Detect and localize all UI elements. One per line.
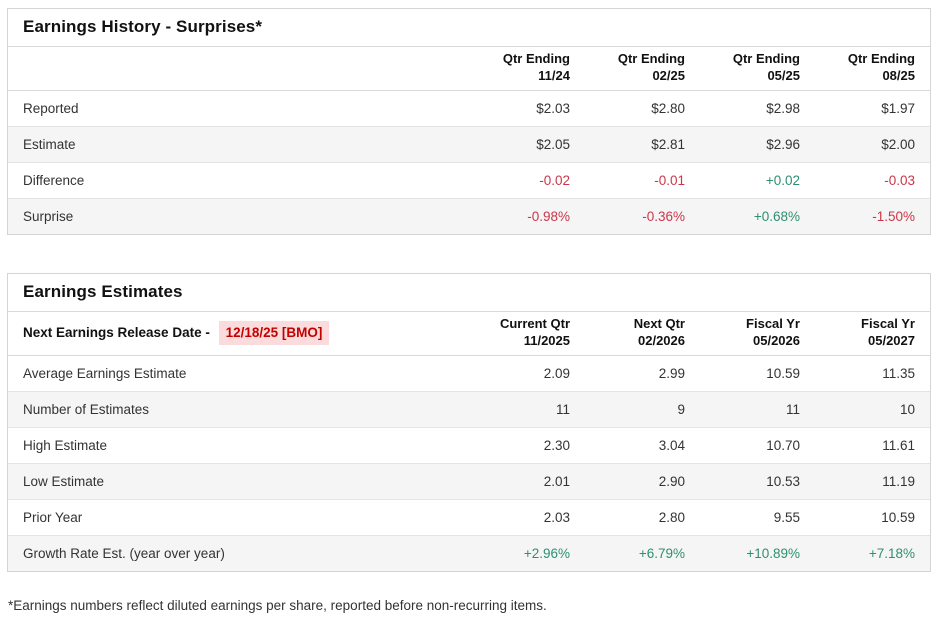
table-row-prior-year: Prior Year 2.03 2.80 9.55 10.59 [8,498,930,535]
value-cell: +6.79% [585,534,700,571]
value-cell: 10.53 [700,462,815,499]
value-cell: 11.35 [882,365,915,381]
footnote: *Earnings numbers reflect diluted earnin… [8,598,547,613]
earnings-estimates-title: Earnings Estimates [8,274,930,312]
value-cell: 9.55 [700,498,815,535]
value-cell: 9 [585,390,700,427]
value-cell: +0.68% [700,197,815,234]
value-cell: +7.18% [815,534,930,571]
value-cell: -0.01 [585,161,700,198]
table-row-number-of-estimates: Number of Estimates 11 9 11 10 [8,390,930,427]
value-cell: 2.99 [658,365,685,381]
value-cell: $2.05 [470,125,585,162]
column-header-line2: 02/2026 [638,333,685,349]
value-cell: $2.98 [766,100,800,116]
value-cell: 10.70 [700,426,815,463]
value-cell: 2.03 [470,498,585,535]
value-cell: $2.81 [585,125,700,162]
value-cell: -0.03 [815,161,930,198]
value-cell: -0.02 [470,161,585,198]
column-header-line2: 02/25 [652,68,685,84]
table-row-average-earnings-estimate: Average Earnings Estimate 2.09 2.99 10.5… [8,355,930,391]
empty-header-cell [8,47,470,91]
value-cell: 2.30 [470,426,585,463]
column-header-line1: Fiscal Yr [746,316,800,332]
column-header-qtr-0525: Qtr Ending 05/25 [700,47,815,91]
column-header-next-qtr: Next Qtr 02/2026 [585,312,700,356]
column-header-line1: Qtr Ending [732,51,800,67]
value-cell: 11.61 [815,426,930,463]
column-header-line1: Current Qtr [499,316,570,332]
row-label: Average Earnings Estimate [23,365,187,381]
row-label: Surprise [8,197,470,234]
value-cell: $1.97 [881,100,915,116]
value-cell: 2.90 [585,462,700,499]
row-label: High Estimate [8,426,470,463]
table-row-estimate: Estimate $2.05 $2.81 $2.96 $2.00 [8,125,930,162]
column-header-line1: Next Qtr [633,316,685,332]
table-row-high-estimate: High Estimate 2.30 3.04 10.70 11.61 [8,426,930,463]
table-row-low-estimate: Low Estimate 2.01 2.90 10.53 11.19 [8,462,930,499]
earnings-history-title: Earnings History - Surprises* [8,9,930,47]
value-cell: 11.19 [815,462,930,499]
column-header-current-qtr: Current Qtr 11/2025 [470,312,585,356]
column-header-line2: 05/2027 [868,333,915,349]
row-label: Difference [8,161,470,198]
value-cell: 11 [700,390,815,427]
row-label: Number of Estimates [8,390,470,427]
table-row-reported: Reported $2.03 $2.80 $2.98 $1.97 [8,90,930,126]
column-header-line1: Qtr Ending [847,51,915,67]
value-cell: +2.96% [470,534,585,571]
release-date-label: Next Earnings Release Date - [23,325,210,341]
value-cell: 2.80 [585,498,700,535]
value-cell: 3.04 [585,426,700,463]
column-header-line2: 11/24 [538,68,570,84]
row-label: Growth Rate Est. (year over year) [8,534,470,571]
row-label: Estimate [8,125,470,162]
earnings-estimates-table: Next Earnings Release Date - 12/18/25 [B… [8,312,930,571]
row-label: Prior Year [8,498,470,535]
value-cell: +10.89% [700,534,815,571]
earnings-estimates-card: Earnings Estimates Next Earnings Release… [7,273,931,572]
row-label: Reported [23,100,79,116]
column-header-fiscal-yr-2026: Fiscal Yr 05/2026 [700,312,815,356]
column-header-fiscal-yr-2027: Fiscal Yr 05/2027 [815,312,930,356]
column-header-line2: 11/2025 [523,333,570,349]
value-cell: 2.01 [470,462,585,499]
column-header-line1: Fiscal Yr [861,316,915,332]
column-header-line2: 05/25 [767,68,800,84]
value-cell: 10.59 [815,498,930,535]
table-row-surprise: Surprise -0.98% -0.36% +0.68% -1.50% [8,197,930,234]
column-header-line1: Qtr Ending [502,51,570,67]
value-cell: -0.98% [470,197,585,234]
column-header-line2: 05/2026 [753,333,800,349]
column-header-qtr-1124: Qtr Ending 11/24 [470,47,585,91]
value-cell: $2.00 [815,125,930,162]
column-header-line2: 08/25 [882,68,915,84]
value-cell: 10 [815,390,930,427]
column-header-qtr-0225: Qtr Ending 02/25 [585,47,700,91]
table-row-growth-rate: Growth Rate Est. (year over year) +2.96%… [8,534,930,571]
table-row-difference: Difference -0.02 -0.01 +0.02 -0.03 [8,161,930,198]
earnings-history-card: Earnings History - Surprises* Qtr Ending… [7,8,931,235]
release-date-badge: 12/18/25 [BMO] [218,321,330,346]
column-header-line1: Qtr Ending [617,51,685,67]
value-cell: -0.36% [585,197,700,234]
value-cell: 11 [470,390,585,427]
value-cell: +0.02 [700,161,815,198]
value-cell: 10.59 [766,365,800,381]
value-cell: -1.50% [815,197,930,234]
value-cell: 2.09 [543,365,570,381]
row-label: Low Estimate [8,462,470,499]
earnings-estimates-header-row: Next Earnings Release Date - 12/18/25 [B… [8,312,930,356]
value-cell: $2.96 [700,125,815,162]
earnings-history-header-row: Qtr Ending 11/24 Qtr Ending 02/25 Qtr En… [8,47,930,91]
next-earnings-release-cell: Next Earnings Release Date - 12/18/25 [B… [8,312,470,356]
column-header-qtr-0825: Qtr Ending 08/25 [815,47,930,91]
value-cell: $2.03 [536,100,570,116]
value-cell: $2.80 [651,100,685,116]
earnings-history-table: Qtr Ending 11/24 Qtr Ending 02/25 Qtr En… [8,47,930,234]
